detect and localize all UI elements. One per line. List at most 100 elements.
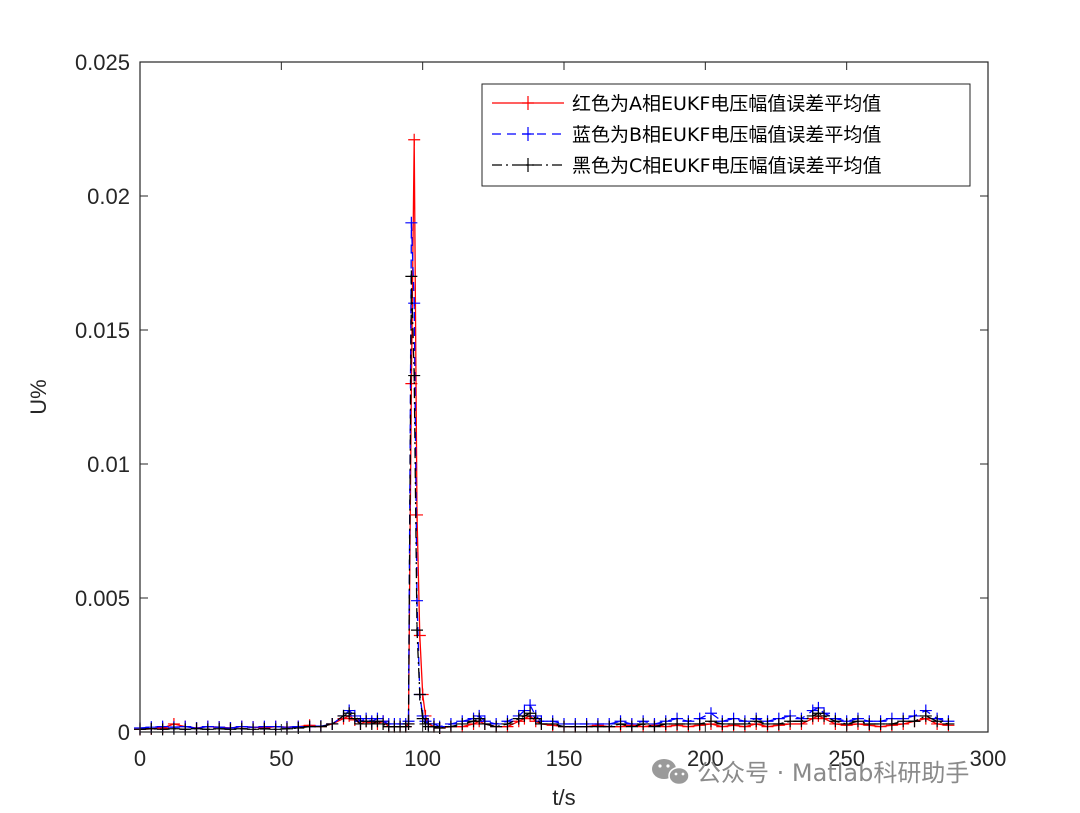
data-point-marker [784,715,797,728]
data-point-marker [427,720,440,733]
legend-label: 黑色为C相EUKF电压幅值误差平均值 [572,155,882,177]
data-point-marker [235,722,248,735]
data-point-marker [501,717,514,730]
legend-entry-1: 红色为A相EUKF电压幅值误差平均值 [492,93,881,115]
data-point-marker [411,508,424,521]
data-point-marker [354,717,367,730]
watermark-text: 公众号 · Matlab科研助手 [697,759,969,787]
data-point-marker [419,717,432,730]
data-point-marker [919,709,932,722]
data-point-marker [408,297,421,310]
y-tick-label: 0.005 [75,586,130,611]
data-point-marker [179,723,192,736]
data-point-marker [413,688,426,701]
y-tick-label: 0 [118,720,130,745]
x-tick-label: 100 [404,746,441,771]
data-point-marker [795,715,808,728]
data-point-marker [402,717,415,730]
y-tick-label: 0.025 [75,50,130,75]
data-point-marker [829,715,842,728]
x-tick-label: 300 [970,746,1007,771]
data-point-marker [761,717,774,730]
data-point-marker [303,720,316,733]
data-point-marker [614,717,627,730]
data-point-marker [625,720,638,733]
x-tick-label: 50 [269,746,293,771]
data-point-marker [280,722,293,735]
data-point-marker [659,717,672,730]
data-point-marker [885,717,898,730]
data-point-marker [812,707,825,720]
data-point-marker [201,723,214,736]
data-point-marker [908,715,921,728]
data-point-marker [478,717,491,730]
data-point-marker [648,720,661,733]
data-point-marker [411,624,424,637]
data-point-marker [863,717,876,730]
wechat-icon [652,759,690,786]
data-point-marker [167,722,180,735]
watermark: 公众号 · Matlab科研助手 [652,759,969,787]
y-tick-label: 0.01 [87,452,130,477]
data-point-marker [874,717,887,730]
data-point-marker [490,720,503,733]
data-point-marker [343,707,356,720]
data-point-marker [213,722,226,735]
y-tick-label: 0.015 [75,318,130,343]
legend: 红色为A相EUKF电压幅值误差平均值蓝色为B相EUKF电压幅值误差平均值黑色为C… [481,83,971,187]
data-point-marker [224,723,237,736]
data-point-marker [258,722,271,735]
data-point-marker [326,717,339,730]
data-point-marker [682,717,695,730]
data-point-marker [413,629,426,642]
data-point-marker [467,715,480,728]
data-point-marker [314,720,327,733]
data-point-marker [365,717,378,730]
data-point-marker [818,709,831,722]
data-point-marker [738,717,751,730]
y-tick-label: 0.02 [87,184,130,209]
data-point-marker [806,709,819,722]
data-point-marker [546,717,559,730]
legend-box [481,83,971,187]
data-point-marker [269,723,282,736]
x-tick-label: 250 [828,746,865,771]
data-point-marker [716,717,729,730]
x-tick-label: 150 [546,746,583,771]
data-point-marker [772,717,785,730]
data-point-marker [377,717,390,730]
data-point-marker [247,723,260,736]
data-point-marker [591,720,604,733]
data-point-marker [416,712,429,725]
x-tick-label: 0 [134,746,146,771]
data-point-marker [512,712,525,725]
data-point-marker [405,216,418,229]
data-point-marker [671,717,684,730]
data-point-marker [371,715,384,728]
data-point-marker [405,270,418,283]
legend-marker-sample [522,96,534,110]
legend-items: 红色为A相EUKF电压幅值误差平均值蓝色为B相EUKF电压幅值误差平均值黑色为C… [492,93,882,177]
data-point-marker [851,715,864,728]
data-point-marker [399,720,412,733]
data-point-marker [408,369,421,382]
data-point-marker [156,723,169,736]
data-point-marker [456,717,469,730]
legend-label: 红色为A相EUKF电压幅值误差平均值 [572,93,881,115]
data-point-marker [750,715,763,728]
x-axis-label: t/s [552,785,575,810]
legend-label: 蓝色为B相EUKF电压幅值误差平均值 [572,124,881,146]
data-point-marker [603,720,616,733]
data-point-marker [529,712,542,725]
data-point-marker [580,720,593,733]
legend-entry-3: 黑色为C相EUKF电压幅值误差平均值 [492,155,882,177]
data-point-marker [408,133,421,146]
data-point-marker [931,715,944,728]
data-point-marker [518,709,531,722]
data-point-marker [693,717,706,730]
data-point-marker [360,715,373,728]
tick-layer: 0 50 100 150 200 250 300 0 0.005 0.01 0.015 0.02 0.0… [75,50,1006,771]
data-point-marker [637,717,650,730]
x-tick-label: 200 [687,746,724,771]
data-point-marker [535,717,548,730]
